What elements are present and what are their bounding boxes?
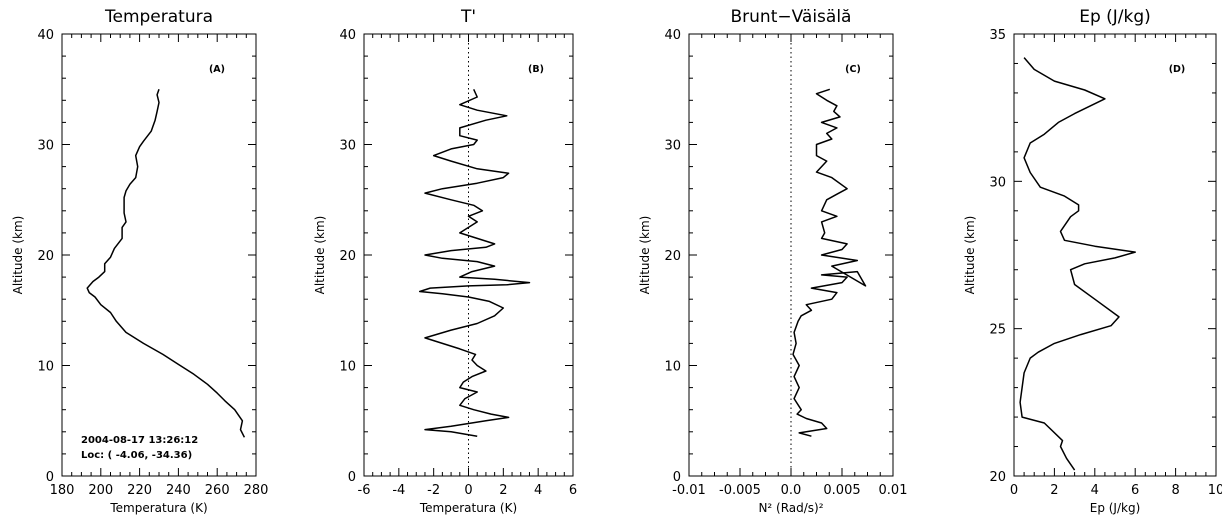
panel-a: 180 200 220 240 260 280 0 10 20 30 40 Temperatura Te… (11, 7, 268, 515)
y-tick-label: 20 (37, 249, 54, 264)
x-tick-label: -4 (392, 483, 405, 498)
panel-label: (A) (209, 64, 225, 75)
series-line (86, 89, 246, 438)
y-tick-label: 10 (339, 360, 356, 375)
panel-d: 0 2 4 6 8 10 20 25 30 35 Ep (J/kg) Ep (J/kg) Altitud… (963, 7, 1222, 515)
date-location-annotation: 2004-08-17 13:26:12 (81, 435, 198, 446)
panel-c: -0.01 -0.005 0.0 0.005 0.01 0 10 20 30 40 Brunt−Vä… (638, 7, 907, 515)
chart-title: Ep (J/kg) (1079, 7, 1151, 27)
chart-title: Brunt−Väisälă (731, 7, 852, 27)
series-line (418, 88, 531, 437)
series-line (792, 88, 867, 437)
series-line (1019, 57, 1136, 471)
x-tick-label: 2 (499, 483, 507, 498)
x-tick-label: 0.01 (879, 483, 908, 498)
chart-title: Temperatura (104, 7, 213, 27)
x-tick-label: 4 (1091, 483, 1099, 498)
panel-label: (B) (528, 64, 544, 75)
x-tick-label: 2 (1050, 483, 1058, 498)
plot-frame (1013, 33, 1217, 477)
panel-label: (C) (845, 64, 861, 75)
x-tick-label: 0.0 (781, 483, 802, 498)
y-tick-label: 20 (989, 470, 1006, 485)
x-tick-label: 240 (166, 483, 191, 498)
y-tick-label: 0 (46, 470, 54, 485)
x-tick-label: 0 (464, 483, 472, 498)
x-axis-label: Ep (J/kg) (1090, 501, 1141, 515)
y-axis-label: Altitude (km) (963, 216, 977, 295)
y-tick-label: 0 (673, 470, 681, 485)
panel-label: (D) (1169, 64, 1186, 75)
x-tick-label: 180 (50, 483, 75, 498)
y-tick-label: 40 (664, 28, 681, 43)
y-tick-label: 30 (989, 175, 1006, 190)
date-location-annotation: Loc: ( -4.06, -34.36) (81, 450, 192, 461)
x-tick-label: 8 (1171, 483, 1179, 498)
y-axis-label: Altitude (km) (638, 216, 652, 295)
y-tick-label: 20 (664, 249, 681, 264)
x-tick-label: -6 (358, 483, 371, 498)
y-tick-label: 10 (37, 360, 54, 375)
x-axis-label: Temperatura (K) (419, 501, 517, 515)
y-tick-label: 20 (339, 249, 356, 264)
y-tick-label: 10 (664, 360, 681, 375)
chart-title: T' (460, 7, 476, 27)
x-tick-label: -2 (427, 483, 440, 498)
x-axis-label: N² (Rad/s)² (758, 501, 823, 515)
y-tick-label: 0 (348, 470, 356, 485)
x-tick-label: 0 (1010, 483, 1018, 498)
y-tick-label: 30 (664, 139, 681, 154)
y-tick-label: 30 (339, 139, 356, 154)
x-tick-label: 280 (244, 483, 269, 498)
x-axis-label: Temperatura (K) (109, 501, 207, 515)
x-tick-label: -0.005 (719, 483, 761, 498)
y-axis-label: Altitude (km) (313, 216, 327, 295)
y-tick-label: 25 (989, 323, 1006, 338)
y-tick-label: 40 (339, 28, 356, 43)
x-tick-label: 6 (569, 483, 577, 498)
y-tick-label: 35 (989, 28, 1006, 43)
x-tick-label: 0.005 (823, 483, 860, 498)
y-tick-label: 30 (37, 139, 54, 154)
x-tick-label: 220 (127, 483, 152, 498)
x-tick-label: 200 (88, 483, 113, 498)
y-tick-label: 40 (37, 28, 54, 43)
x-tick-label: -0.01 (672, 483, 706, 498)
x-tick-label: 10 (1208, 483, 1222, 498)
y-axis-label: Altitude (km) (11, 216, 25, 295)
panel-b: -6 -4 -2 0 2 4 6 0 10 20 30 40 T' Temperatura (K) Alti… (313, 7, 577, 515)
x-tick-label: 4 (534, 483, 542, 498)
x-tick-label: 6 (1131, 483, 1139, 498)
x-tick-label: 260 (205, 483, 230, 498)
